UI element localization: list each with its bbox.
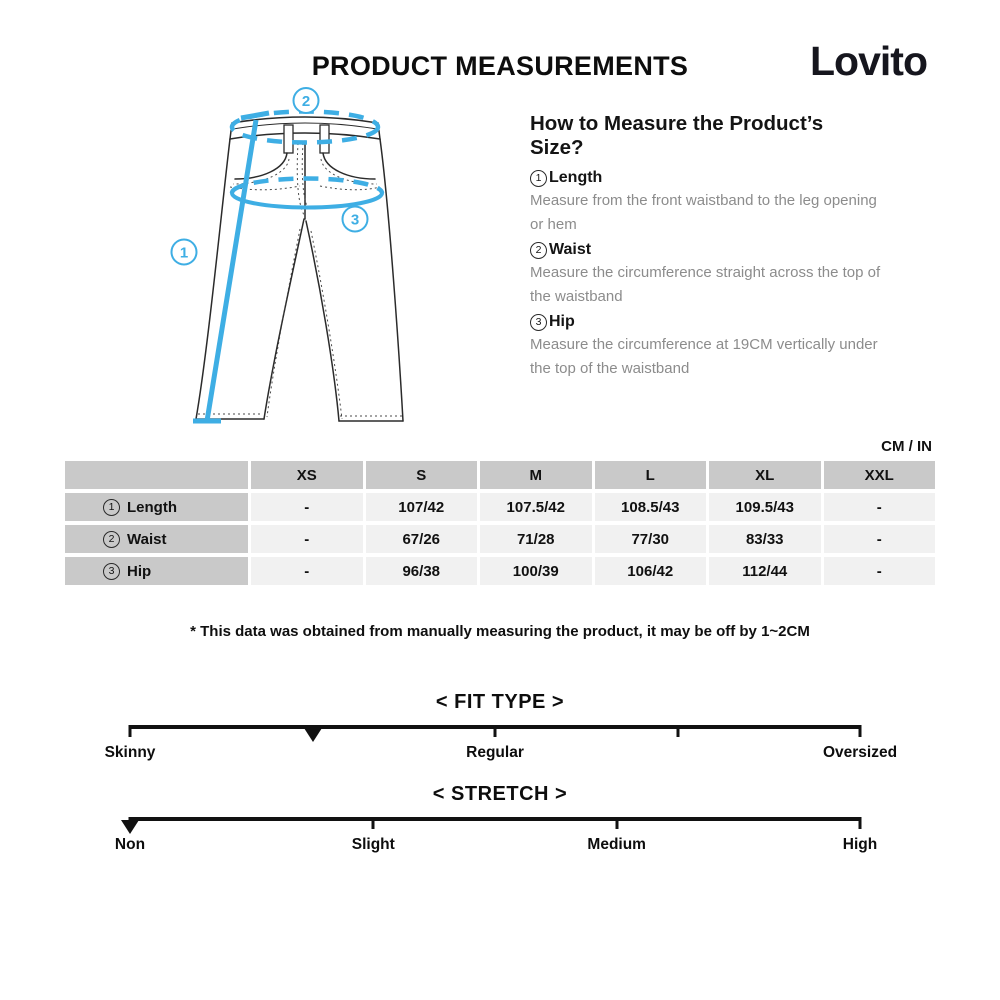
fit-type-marker-triangle	[303, 728, 322, 742]
brand-logo: Lovito	[810, 38, 928, 84]
how-to-term-hip: 3 Hip	[530, 313, 882, 331]
table-cell: -	[823, 557, 935, 585]
circled-number-2: 2	[530, 241, 547, 259]
term-label: Hip	[549, 313, 575, 330]
how-to-term-waist: 2 Waist	[530, 241, 882, 259]
how-to-desc-length: Measure from the front waistband to the …	[530, 192, 877, 233]
stretch-title: < STRETCH >	[432, 783, 568, 805]
table-cell: 112/44	[709, 557, 821, 585]
col-header-xs: XS	[251, 461, 363, 489]
table-cell: 106/42	[594, 557, 706, 585]
tick	[858, 725, 862, 737]
stretch-label-non: Non	[114, 836, 146, 853]
col-header-m: M	[480, 461, 592, 489]
table-cell: 108.5/43	[594, 493, 706, 521]
callout-2-number: 2	[302, 93, 310, 110]
length-line	[204, 119, 259, 422]
table-cell: 67/26	[365, 525, 477, 553]
col-header-xxl: XXL	[823, 461, 935, 489]
table-cell: 109.5/43	[709, 493, 821, 521]
fit-type-label-regular: Regular	[466, 744, 524, 761]
circled-number-1: 1	[530, 169, 547, 187]
footnote: * This data was obtained from manually m…	[190, 623, 810, 640]
how-to-desc-hip: Measure the circumference at 19CM vertic…	[530, 336, 878, 377]
circled-number-3: 3	[530, 313, 547, 331]
stretch-label-medium: Medium	[587, 836, 646, 853]
table-cell: 100/39	[480, 557, 592, 585]
unit-label: CM / IN	[881, 438, 932, 455]
circled-number-2: 2	[103, 530, 120, 548]
measurement-overlays	[193, 109, 385, 424]
tick	[615, 817, 619, 829]
callout-1-badge: 1	[170, 238, 198, 266]
diagram-callouts: 1 2 3	[170, 87, 369, 266]
table-cell: 83/33	[709, 525, 821, 553]
pants-diagram: 1 2 3	[170, 87, 404, 424]
stretch-scale: Non Slight Medium High	[115, 817, 877, 853]
col-header-blank	[65, 461, 248, 489]
table-cell: -	[823, 493, 935, 521]
how-to-desc-waist: Measure the circumference straight acros…	[530, 264, 881, 305]
row-header-waist: 2 Waist	[65, 525, 248, 553]
term-label: Waist	[549, 241, 592, 258]
circled-number-3: 3	[103, 562, 120, 580]
col-header-s: S	[365, 461, 477, 489]
tick	[371, 817, 375, 829]
circled-number-1: 1	[103, 498, 120, 516]
fit-type-scale: Skinny Regular Oversized	[105, 725, 897, 761]
tick	[858, 817, 862, 829]
callout-3-badge: 3	[341, 205, 369, 233]
stretch-label-high: High	[842, 836, 878, 853]
row-header-hip: 3 Hip	[65, 557, 248, 585]
size-table: XS S M L XL XXL 1 Length - 107/42 107.5/…	[65, 461, 935, 585]
tick	[128, 725, 132, 737]
row-label: Length	[127, 498, 177, 516]
table-cell: 107/42	[365, 493, 477, 521]
how-to-term-length: 1 Length	[530, 169, 882, 187]
table-cell: 71/28	[480, 525, 592, 553]
table-cell: -	[251, 493, 363, 521]
page-title: PRODUCT MEASUREMENTS	[311, 51, 689, 81]
table-cell: -	[251, 557, 363, 585]
fit-type-title: < FIT TYPE >	[435, 691, 565, 713]
tick	[493, 725, 497, 737]
callout-3-number: 3	[351, 212, 359, 229]
callout-2-badge: 2	[292, 87, 320, 114]
row-header-length: 1 Length	[65, 493, 248, 521]
pants-outline	[195, 116, 404, 422]
table-cell: 107.5/42	[480, 493, 592, 521]
stretch-marker-triangle	[121, 820, 139, 834]
table-cell: 96/38	[365, 557, 477, 585]
hip-ellipse-top	[229, 176, 385, 194]
row-label: Waist	[127, 530, 167, 548]
how-to-title: How to Measure the Product’s Size?	[530, 112, 824, 159]
col-header-l: L	[594, 461, 706, 489]
table-cell: 77/30	[594, 525, 706, 553]
row-label: Hip	[127, 562, 152, 580]
table-cell: -	[823, 525, 935, 553]
term-label: Length	[549, 169, 603, 186]
how-to-section: How to Measure the Product’s Size? 1 Len…	[530, 112, 882, 381]
fit-type-label-oversized: Oversized	[822, 744, 898, 761]
stretch-label-slight: Slight	[351, 836, 395, 853]
col-header-xl: XL	[709, 461, 821, 489]
fit-type-label-skinny: Skinny	[104, 744, 156, 761]
callout-1-number: 1	[180, 245, 188, 262]
hip-ellipse-bottom	[230, 192, 384, 210]
table-cell: -	[251, 525, 363, 553]
tick	[676, 725, 679, 737]
